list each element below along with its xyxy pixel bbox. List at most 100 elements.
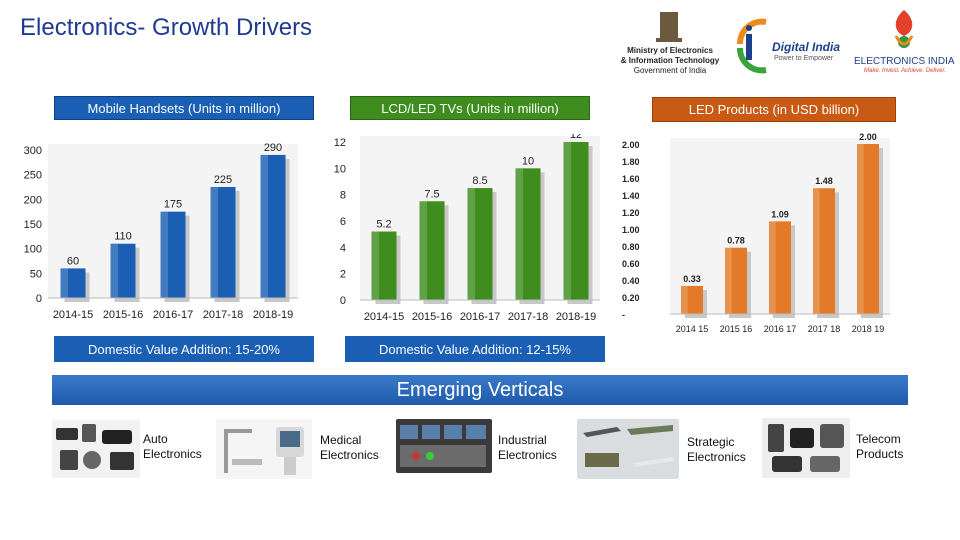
bar xyxy=(813,188,835,314)
y-tick-label: 1.20 xyxy=(622,208,640,218)
data-label: 60 xyxy=(67,255,79,267)
auto-electronics-label: Auto Electronics xyxy=(143,432,202,461)
y-tick-label: 2.00 xyxy=(622,140,640,150)
y-tick-label: 12 xyxy=(334,137,346,149)
emerging-verticals-heading: Emerging Verticals xyxy=(52,375,908,405)
bar-highlight xyxy=(515,168,523,300)
bar xyxy=(160,211,186,298)
data-label: 1.09 xyxy=(771,209,789,219)
x-tick-label: 2018-19 xyxy=(253,309,293,321)
auto-electronics-icon xyxy=(52,420,140,478)
y-tick-label: 1.60 xyxy=(622,174,640,184)
bar xyxy=(563,142,589,300)
y-tick-label: 0.80 xyxy=(622,242,640,252)
bar-highlight xyxy=(371,231,379,300)
x-tick-label: 2016-17 xyxy=(153,309,193,321)
x-tick-label: 2018-19 xyxy=(556,311,596,323)
bar-highlight xyxy=(160,211,168,298)
industrial-electronics-label: Industrial Electronics xyxy=(498,433,557,462)
mobile-dva-label: Domestic Value Addition: 15-20% xyxy=(54,336,314,362)
x-tick-label: 2015-16 xyxy=(103,309,143,321)
electronics-india-name: ELECTRONICS INDIA xyxy=(854,56,955,67)
data-label: 7.5 xyxy=(424,188,439,200)
y-tick-label: 10 xyxy=(334,163,346,175)
y-tick-label: 1.80 xyxy=(622,157,640,167)
bar-highlight xyxy=(210,187,218,298)
medical-electronics-label: Medical Electronics xyxy=(320,433,379,462)
ministry-line-3: Government of India xyxy=(633,66,707,75)
ministry-line-1: Ministry of Electronics xyxy=(627,46,713,55)
electronics-india-emblem-icon xyxy=(894,10,914,48)
y-tick-label: 0 xyxy=(36,293,42,305)
bar xyxy=(769,221,791,314)
data-label: 2.00 xyxy=(859,132,877,142)
mobile-handsets-chart: 0 50 100 150 200 250 300 60 2014-15 110 2015-16 175… xyxy=(24,142,298,321)
led-chart-title: LED Products (in USD billion) xyxy=(652,97,896,122)
digital-india-emblem-icon xyxy=(736,18,767,74)
y-tick-label: 6 xyxy=(340,216,346,228)
data-label: 0.78 xyxy=(727,236,745,246)
data-label: 175 xyxy=(164,199,182,211)
bar xyxy=(515,168,541,300)
x-tick-label: 2015 16 xyxy=(720,324,753,334)
x-tick-label: 2017-18 xyxy=(203,309,243,321)
y-tick-label: 1.00 xyxy=(622,225,640,235)
x-tick-label: 2014-15 xyxy=(364,311,404,323)
bar-highlight xyxy=(260,154,268,298)
data-label: 290 xyxy=(264,142,282,154)
y-tick-label: - xyxy=(622,310,625,320)
y-tick-label: 4 xyxy=(340,242,346,254)
mobile-handsets-chart-title: Mobile Handsets (Units in million) xyxy=(54,96,314,120)
x-tick-label: 2014-15 xyxy=(53,309,93,321)
x-tick-label: 2015-16 xyxy=(412,311,452,323)
tv-chart: 0 2 4 6 8 10 12 5.2 2014-15 7.5 2015-16 8.5 2016-17 1… xyxy=(334,134,600,323)
y-tick-label: 50 xyxy=(30,268,42,280)
bar xyxy=(857,144,879,314)
page-title: Electronics- Growth Drivers xyxy=(20,14,313,41)
strategic-electronics-icon xyxy=(577,419,679,479)
y-tick-label: 0 xyxy=(340,295,346,307)
y-tick-label: 0.60 xyxy=(622,259,640,269)
telecom-products-label: Telecom Products xyxy=(856,432,904,461)
digital-india-logo: Digital India Power to Empower xyxy=(732,14,848,76)
y-tick-label: 300 xyxy=(24,145,42,157)
tv-dva-label: Domestic Value Addition: 12-15% xyxy=(345,336,605,362)
data-label: 12 xyxy=(570,134,582,141)
bar xyxy=(467,188,493,300)
bar xyxy=(110,243,136,298)
bar xyxy=(681,285,703,314)
digital-india-tagline: Power to Empower xyxy=(774,55,834,62)
data-label: 5.2 xyxy=(376,219,391,231)
data-label: 225 xyxy=(214,174,232,186)
telecom-products-icon xyxy=(762,418,850,478)
electronics-india-logo: ELECTRONICS INDIA Make. Invest. Achieve.… xyxy=(852,6,956,78)
x-tick-label: 2018 19 xyxy=(852,324,885,334)
y-tick-label: 0.20 xyxy=(622,293,640,303)
bar xyxy=(60,268,86,298)
led-chart: - 0.20 0.40 0.60 0.80 1.00 1.20 1.40 1.60 1.80 2.0… xyxy=(622,132,890,334)
tv-chart-title: LCD/LED TVs (Units in million) xyxy=(350,96,590,120)
y-tick-label: 1.40 xyxy=(622,191,640,201)
medical-electronics-icon xyxy=(216,419,312,479)
bar xyxy=(725,247,747,314)
ministry-line-2: & Information Technology xyxy=(620,56,720,65)
x-tick-label: 2017-18 xyxy=(508,311,548,323)
y-tick-label: 250 xyxy=(24,170,42,182)
electronics-india-tagline: Make. Invest. Achieve. Deliver. xyxy=(864,68,946,74)
bar-highlight xyxy=(769,221,776,314)
x-tick-label: 2017 18 xyxy=(808,324,841,334)
bar xyxy=(419,201,445,300)
digital-india-name: Digital India xyxy=(772,40,841,54)
bar-highlight xyxy=(813,188,820,314)
y-tick-label: 0.40 xyxy=(622,276,640,286)
bar-highlight xyxy=(857,144,864,314)
bar-highlight xyxy=(110,243,118,298)
y-tick-label: 8 xyxy=(340,190,346,202)
x-tick-label: 2016-17 xyxy=(460,311,500,323)
data-label: 0.33 xyxy=(683,274,701,284)
bar-highlight xyxy=(467,188,475,300)
y-tick-label: 2 xyxy=(340,269,346,281)
bar xyxy=(210,187,236,298)
y-tick-label: 200 xyxy=(24,194,42,206)
strategic-electronics-label: Strategic Electronics xyxy=(687,435,746,464)
